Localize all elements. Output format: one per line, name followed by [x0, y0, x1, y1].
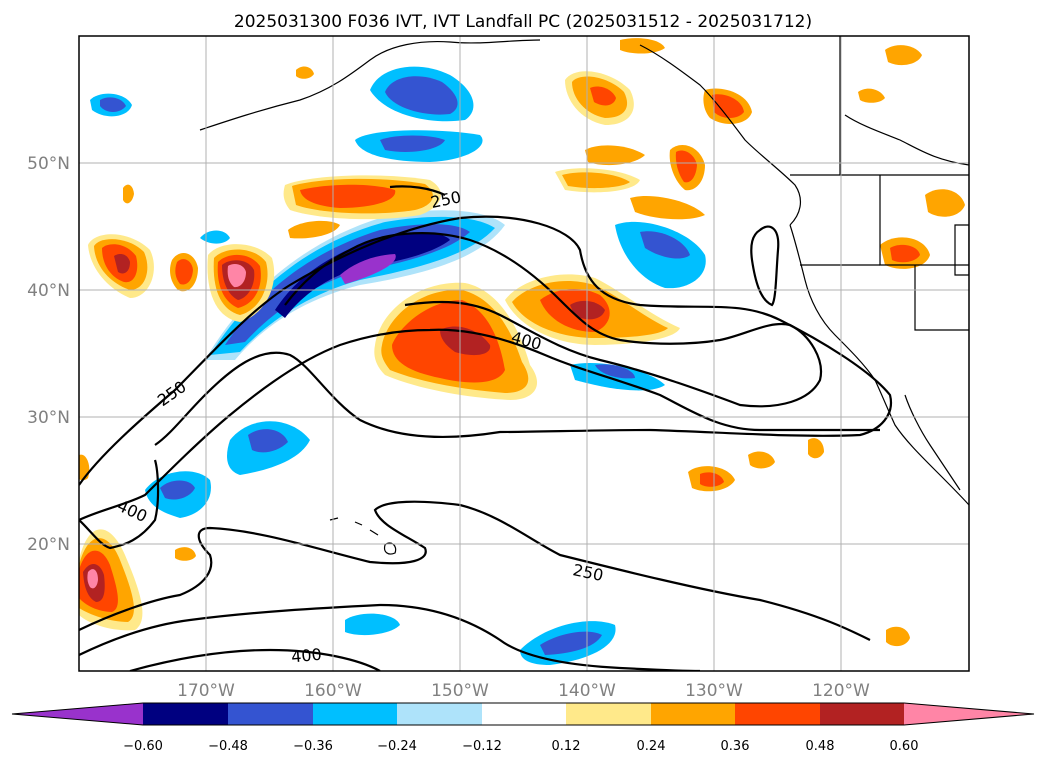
neg-blob-ne	[200, 230, 230, 244]
neg-blob-s2	[345, 613, 400, 636]
coast-west-us	[789, 224, 969, 506]
pos-e-3	[808, 438, 824, 459]
colorbar-tick: 0.60	[890, 739, 919, 754]
pos-west-band	[288, 220, 340, 239]
lon-label: 170°W	[177, 681, 235, 701]
coast-alaska-panhandle	[639, 44, 802, 226]
coast-baja	[904, 394, 961, 491]
neg-blob-sw2-mid	[160, 480, 195, 500]
colorbar: −0.60 −0.48 −0.36 −0.24 −0.12 0.12 0.24 …	[11, 702, 1035, 754]
lon-label: 160°W	[304, 681, 362, 701]
neg-band-strong	[275, 232, 450, 318]
lat-label: 40°N	[27, 281, 70, 301]
colorbar-tick: −0.12	[462, 739, 502, 754]
colorbar-bin	[143, 703, 228, 725]
pos-bc-3b	[562, 172, 630, 189]
colorbar-bin	[228, 703, 313, 725]
border-states-5	[954, 224, 969, 276]
pos-bc-4b	[675, 150, 697, 183]
neg-band-max	[340, 254, 396, 284]
neg-blob-north2-mid	[380, 135, 445, 152]
pos-ne-2	[858, 88, 885, 103]
colorbar-bin	[820, 703, 904, 725]
pos-fw2-mid	[175, 259, 193, 285]
colorbar-tick: 0.12	[552, 739, 581, 754]
colorbar-bin	[482, 703, 566, 725]
border-states-3	[914, 265, 969, 331]
pos-e-4	[886, 626, 910, 647]
coast-bc	[844, 114, 969, 166]
pos-bc-7	[296, 66, 314, 79]
pos-ne-4b	[890, 244, 920, 263]
contour-labels: 250 400 250 400 250 400	[114, 187, 605, 666]
neg-blob-sw1-mid	[248, 429, 288, 453]
colorbar-tick: −0.36	[293, 739, 333, 754]
pos-bc-5	[585, 145, 645, 166]
pos-s-1	[175, 547, 196, 561]
lat-label: 50°N	[27, 154, 70, 174]
colorbar-tick: 0.24	[637, 739, 666, 754]
pos-e-1b	[700, 472, 724, 487]
pos-bc-2b	[712, 94, 744, 118]
colorbar-tick: −0.48	[208, 739, 248, 754]
contour-sw-loop	[79, 459, 160, 550]
map-frame	[78, 35, 970, 672]
lat-label: 20°N	[27, 535, 70, 555]
colorbar-bin	[313, 703, 397, 725]
pos-north-band-mid	[300, 184, 396, 208]
colorbar-outline	[11, 702, 1035, 726]
pos-ne-1	[885, 45, 922, 66]
colorbar-tick: −0.60	[123, 739, 163, 754]
neg-blob-mid-east2	[595, 364, 635, 379]
lon-label: 120°W	[812, 681, 870, 701]
gridlines	[79, 36, 969, 671]
contour-label: 400	[290, 645, 322, 667]
contour-250-inner	[284, 232, 823, 408]
neg-blob-alaska-mid	[385, 76, 458, 115]
colorbar-bin	[651, 703, 735, 725]
hawaii	[329, 517, 397, 555]
contour-400-band	[79, 328, 880, 521]
figure-title: 2025031300 F036 IVT, IVT Landfall PC (20…	[234, 12, 812, 32]
coastlines	[199, 36, 969, 555]
map-panel: 250 400 250 400 250 400	[78, 35, 970, 672]
lat-label: 30°N	[27, 408, 70, 428]
lon-label: 150°W	[431, 681, 489, 701]
pos-ne-3	[925, 189, 965, 217]
colorbar-tick: 0.36	[721, 739, 750, 754]
lon-label: 130°W	[685, 681, 743, 701]
colorbar-bin	[566, 703, 651, 725]
neg-blob-east-mid	[640, 231, 690, 259]
pos-bc-9	[123, 184, 134, 204]
neg-blob-nw-mid	[100, 97, 126, 112]
ivt-contours	[79, 185, 893, 671]
colorbar-bin	[735, 703, 820, 725]
colorbar-extend-low	[12, 703, 143, 725]
contour-south-edge	[129, 648, 381, 671]
lon-labels: 170°W 160°W 150°W 140°W 130°W 120°W	[177, 681, 870, 701]
pos-bc-6	[630, 195, 705, 220]
contour-400-south	[79, 500, 871, 641]
colorbar-ticks: −0.60 −0.48 −0.36 −0.24 −0.12 0.12 0.24 …	[123, 739, 918, 754]
pos-bc-1c	[590, 86, 616, 106]
colorbar-bin	[397, 703, 482, 725]
contour-north-arc	[389, 185, 446, 196]
pos-e-2	[748, 451, 775, 469]
coast-alaska	[199, 39, 541, 131]
pos-west-max	[227, 264, 246, 288]
pos-sw-max	[87, 569, 98, 589]
colorbar-tick: −0.24	[377, 739, 417, 754]
colorbar-tick: 0.48	[806, 739, 835, 754]
colorbar-extend-high	[904, 703, 1034, 725]
contour-coast	[750, 225, 780, 307]
lon-label: 140°W	[558, 681, 616, 701]
lat-labels: 50°N 40°N 30°N 20°N	[27, 154, 70, 555]
pos-fw-strong	[114, 254, 130, 274]
contour-250-south	[79, 603, 701, 671]
